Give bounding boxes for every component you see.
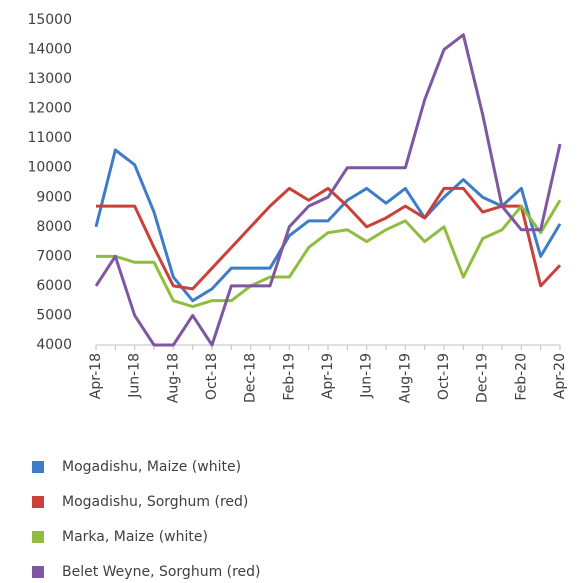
- y-tick-label: 11000: [27, 130, 72, 146]
- legend-swatch: [32, 461, 44, 473]
- x-tick-label: Jun-18: [127, 353, 143, 399]
- legend-label: Belet Weyne, Sorghum (red): [62, 564, 261, 580]
- y-tick-label: 5000: [36, 307, 72, 323]
- y-tick-label: 6000: [36, 278, 72, 294]
- y-tick-label: 13000: [27, 71, 72, 87]
- series-line: [96, 199, 562, 309]
- x-tick-label: Aug-18: [165, 353, 181, 403]
- x-tick-label: Oct-19: [436, 353, 452, 400]
- y-tick-label: 10000: [27, 160, 72, 176]
- x-tick-label: Feb-19: [281, 353, 297, 401]
- x-tick-label: Aug-19: [397, 353, 413, 403]
- legend-swatch: [32, 531, 44, 543]
- series-line: [94, 148, 562, 303]
- y-tick-label: 4000: [36, 337, 72, 353]
- y-tick-label: 8000: [36, 219, 72, 235]
- y-tick-label: 9000: [36, 189, 72, 205]
- legend-label: Mogadishu, Sorghum (red): [62, 494, 248, 510]
- y-tick-label: 12000: [27, 101, 72, 117]
- legend-label: Mogadishu, Maize (white): [62, 459, 241, 475]
- x-tick-label: Apr-20: [552, 353, 568, 399]
- legend-label: Marka, Maize (white): [62, 529, 208, 545]
- x-tick-label: Dec-18: [243, 353, 259, 403]
- x-tick-label: Apr-18: [88, 353, 104, 399]
- series-line: [96, 186, 562, 291]
- x-tick-label: Oct-18: [204, 353, 220, 400]
- y-tick-label: 14000: [27, 42, 72, 58]
- y-tick-label: 15000: [27, 12, 72, 28]
- x-tick-label: Apr-19: [320, 353, 336, 399]
- legend-swatch: [32, 496, 44, 508]
- series-line: [94, 33, 562, 347]
- x-tick-label: Jun-19: [359, 353, 375, 399]
- x-tick-label: Feb-20: [513, 353, 529, 401]
- x-tick-label: Dec-19: [475, 353, 491, 403]
- legend-swatch: [32, 566, 44, 578]
- y-tick-label: 7000: [36, 248, 72, 264]
